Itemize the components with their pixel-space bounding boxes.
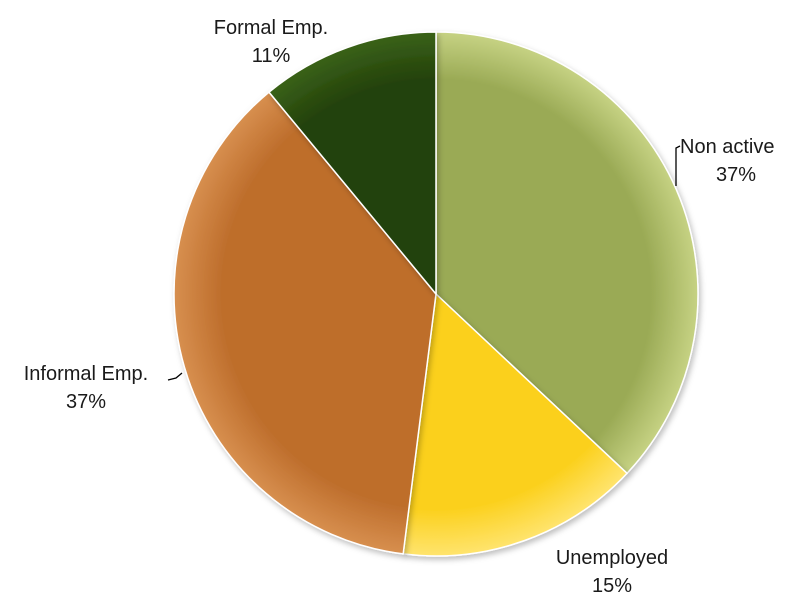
slice-percent-unemployed: 15% [592, 575, 632, 597]
slice-percent-informal-emp: 37% [66, 391, 106, 413]
slice-label-formal-emp: Formal Emp. [214, 17, 328, 39]
slice-percent-non-active: 37% [716, 164, 756, 186]
slice-label-unemployed: Unemployed [556, 547, 668, 569]
leader-line-non-active [675, 145, 681, 186]
pie-slice-unemployed [402, 293, 628, 557]
slice-percent-formal-emp: 11% [252, 45, 291, 67]
pie-slice-non-active [435, 31, 699, 475]
pie-slice-informal-emp [173, 91, 437, 555]
slice-label-informal-emp: Informal Emp. [24, 363, 148, 385]
slice-label-non-active: Non active [680, 136, 775, 158]
leader-line-informal-emp [167, 372, 183, 381]
pie-slice-formal-emp [268, 31, 437, 295]
